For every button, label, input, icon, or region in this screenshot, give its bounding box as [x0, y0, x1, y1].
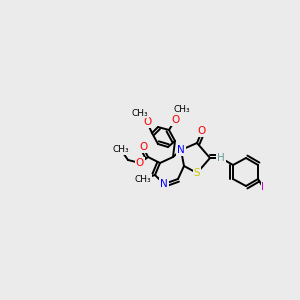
Text: CH₃: CH₃ — [113, 146, 129, 154]
Text: N: N — [177, 145, 185, 155]
Text: CH₃: CH₃ — [135, 175, 151, 184]
Text: O: O — [171, 115, 179, 125]
Text: O: O — [198, 126, 206, 136]
Text: O: O — [136, 158, 144, 168]
Text: CH₃: CH₃ — [174, 106, 190, 115]
Text: O: O — [143, 117, 151, 127]
Text: I: I — [262, 182, 265, 192]
Text: N: N — [160, 179, 168, 189]
Text: H: H — [217, 153, 225, 163]
Text: O: O — [139, 142, 147, 152]
Text: CH₃: CH₃ — [132, 109, 148, 118]
Text: S: S — [194, 168, 200, 178]
